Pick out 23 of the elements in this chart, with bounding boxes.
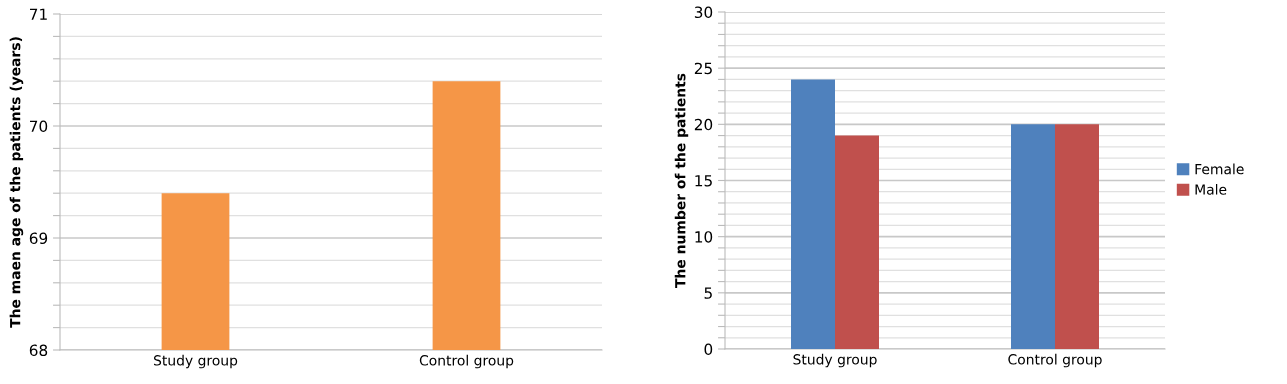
- y-tick-label: 15: [695, 175, 712, 187]
- y-tick-label: 68: [29, 344, 48, 357]
- y-tick-label: 69: [29, 232, 48, 245]
- x-tick-label: Control group: [419, 354, 514, 369]
- x-tick-label: Study group: [793, 353, 877, 368]
- bar: [1011, 124, 1055, 349]
- bar: [791, 79, 835, 349]
- y-tick-label: 20: [694, 118, 713, 131]
- bar: [1055, 124, 1099, 349]
- y-axis-title: The number of the patients: [674, 73, 689, 288]
- legend-label: Female: [1195, 163, 1244, 175]
- bar: [835, 135, 879, 349]
- y-tick-label: 0: [704, 343, 713, 356]
- y-tick-label: 25: [694, 62, 712, 75]
- y-tick-label: 5: [704, 287, 712, 299]
- legend-label: Male: [1195, 183, 1227, 195]
- y-tick-label: 30: [694, 6, 713, 19]
- y-tick-label: 71: [30, 8, 47, 20]
- x-tick-label: Control group: [1008, 353, 1102, 368]
- y-tick-label: 10: [695, 231, 713, 243]
- y-axis-title: The maen age of the patients (years): [9, 37, 24, 328]
- x-tick-label: Study group: [153, 354, 238, 369]
- y-tick-label: 70: [30, 120, 48, 133]
